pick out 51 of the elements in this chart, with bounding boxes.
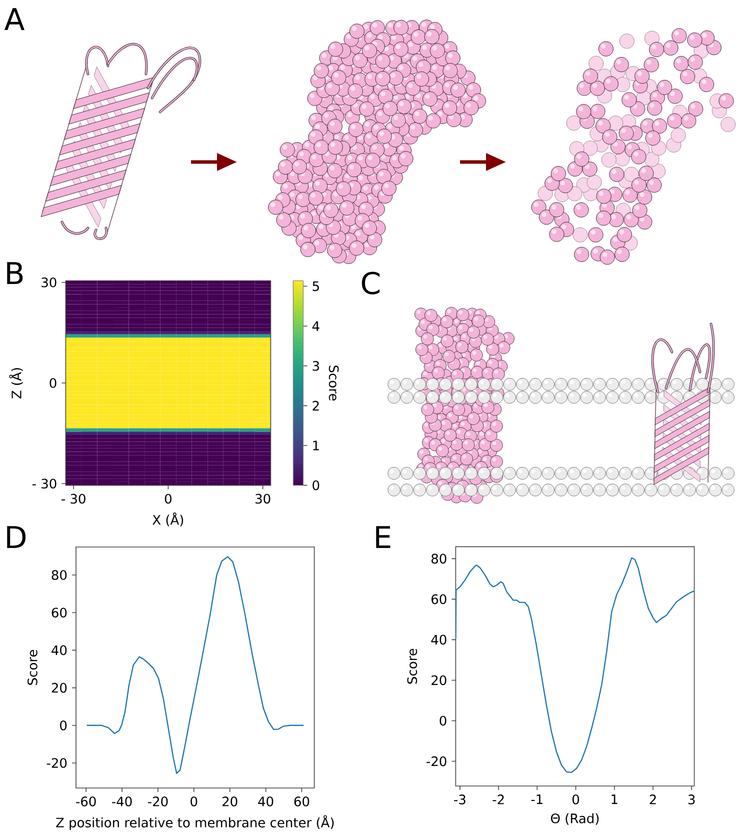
chart-title: D bbox=[7, 526, 26, 548]
y-tick-label: 0 bbox=[60, 720, 67, 730]
y-tick-label: 60 bbox=[432, 594, 446, 604]
color-bar-label: 1 bbox=[313, 440, 319, 450]
y-axis-title: Score bbox=[28, 650, 38, 685]
x-tick-label: 0 bbox=[164, 494, 172, 504]
y-tick-label: -20 bbox=[426, 756, 446, 766]
chart-title: E bbox=[376, 526, 390, 548]
x-tick-label: 0 bbox=[572, 794, 580, 804]
x-tick-label: 60 bbox=[294, 796, 310, 806]
y-tick-label: - 30 bbox=[32, 478, 56, 489]
y-tick-label: 40 bbox=[52, 645, 67, 656]
y-axis-title: Z (Å) bbox=[9, 368, 23, 398]
y-tick-label: 80 bbox=[432, 554, 446, 564]
text: C bbox=[362, 272, 380, 294]
color-bar-label: 3 bbox=[312, 360, 319, 371]
y-tick-label: 40 bbox=[431, 634, 446, 645]
color-bar-label: 5 bbox=[312, 281, 319, 292]
x-tick-label: -20 bbox=[148, 796, 168, 806]
color-bar-title: Score bbox=[328, 366, 339, 401]
text: A bbox=[4, 8, 24, 30]
y-tick-label: -20 bbox=[46, 758, 67, 768]
x-tick-label: - 30 bbox=[62, 494, 86, 504]
color-bar-label: 4 bbox=[312, 321, 320, 331]
y-tick-label: 0 bbox=[440, 716, 446, 726]
line-series bbox=[86, 556, 304, 774]
x-tick-label: 3 bbox=[688, 794, 695, 804]
x-axis-title: Θ (Rad) bbox=[550, 813, 599, 825]
x-tick-label: 40 bbox=[258, 796, 274, 806]
y-tick-label: 30 bbox=[42, 277, 56, 288]
chart-title: B bbox=[7, 262, 23, 284]
x-tick-label: 20 bbox=[222, 796, 238, 806]
y-tick-label: 0 bbox=[50, 378, 56, 388]
x-tick-label: 2 bbox=[650, 794, 656, 804]
x-tick-label: 0 bbox=[190, 796, 198, 806]
x-tick-label: -60 bbox=[76, 796, 96, 806]
x-tick-label: 30 bbox=[256, 494, 270, 504]
x-tick-label: -2 bbox=[492, 794, 504, 804]
y-tick-label: 20 bbox=[432, 675, 446, 686]
x-tick-label: -40 bbox=[112, 796, 132, 806]
y-tick-label: 80 bbox=[52, 570, 67, 580]
color-bar-label: 0 bbox=[312, 480, 320, 490]
y-tick-label: 60 bbox=[52, 608, 67, 618]
x-tick-label: -1 bbox=[531, 794, 542, 804]
color-bar-label: 2 bbox=[312, 400, 319, 411]
y-axis-title: Score bbox=[407, 648, 418, 684]
y-tick-label: 20 bbox=[52, 682, 67, 693]
x-axis-title: Z position relative to membrane center (Å) bbox=[56, 815, 334, 830]
x-tick-label: -3 bbox=[454, 794, 466, 804]
x-axis-title: X (Å) bbox=[152, 512, 184, 526]
x-tick-label: 1 bbox=[612, 794, 618, 804]
